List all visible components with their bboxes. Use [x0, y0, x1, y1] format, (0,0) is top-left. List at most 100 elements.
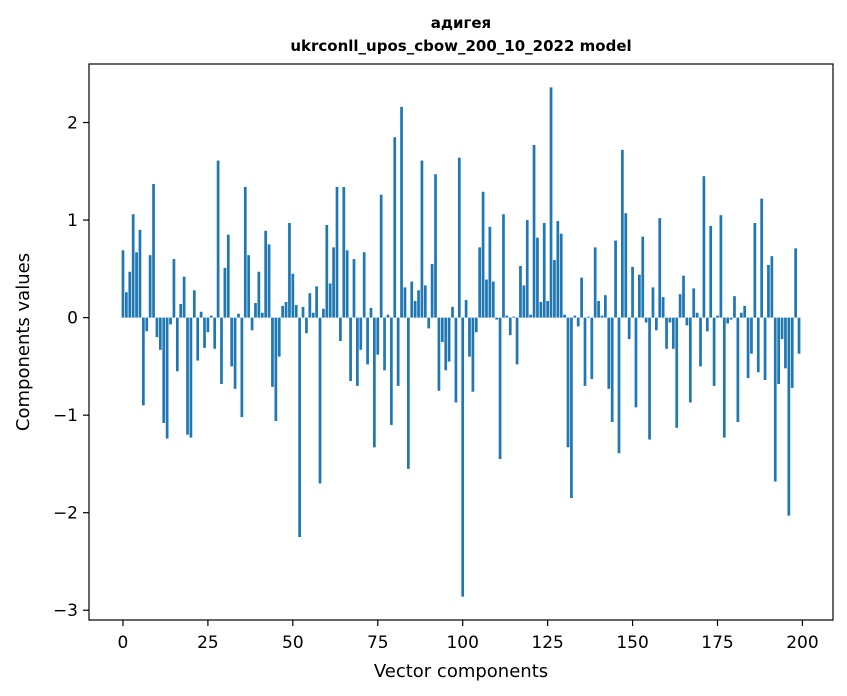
bar-74 [373, 317, 376, 448]
bar-0 [121, 250, 125, 318]
bar-189 [763, 317, 767, 381]
bar-170 [699, 317, 702, 367]
bar-13 [165, 317, 169, 439]
x-tick-label: 100 [446, 633, 478, 653]
chart-subtitle: ukrconll_upos_cbow_200_10_2022 model [290, 37, 631, 55]
bar-7 [145, 317, 149, 332]
bar-119 [525, 220, 529, 318]
bar-155 [648, 317, 651, 440]
bar-68 [352, 259, 356, 318]
bar-116 [515, 317, 519, 365]
bar-12 [162, 317, 166, 423]
bar-103 [471, 317, 475, 392]
bar-132 [570, 317, 573, 499]
bar-148 [624, 213, 628, 318]
y-tick-label: 1 [67, 211, 78, 231]
bar-4 [135, 252, 138, 318]
x-tick-label: 50 [282, 633, 304, 653]
bar-14 [169, 317, 172, 325]
bar-122 [536, 237, 539, 318]
bar-71 [362, 252, 366, 318]
bar-48 [284, 302, 288, 318]
bar-179 [729, 317, 733, 320]
bar-69 [356, 317, 359, 386]
bar-56 [311, 312, 315, 318]
bar-75 [376, 317, 380, 355]
bar-55 [308, 293, 312, 318]
bar-191 [770, 256, 774, 318]
x-tick-label: 200 [786, 633, 818, 653]
bar-166 [685, 317, 689, 326]
bar-5 [138, 229, 142, 318]
bar-77 [383, 317, 386, 371]
bar-177 [722, 317, 726, 438]
bar-18 [182, 276, 186, 318]
bar-111 [498, 317, 502, 460]
bar-6 [142, 317, 145, 406]
bar-105 [478, 247, 482, 318]
bar-171 [702, 176, 706, 318]
bar-21 [192, 290, 196, 318]
bar-150 [631, 266, 634, 318]
bar-70 [359, 317, 363, 350]
bar-57 [315, 286, 318, 318]
bar-25 [206, 317, 210, 333]
bar-113 [505, 315, 509, 318]
bar-82 [400, 106, 403, 318]
bar-175 [716, 315, 719, 318]
bar-23 [199, 311, 203, 318]
bar-164 [678, 294, 682, 318]
bar-130 [563, 314, 566, 318]
bar-134 [576, 317, 580, 327]
bar-187 [756, 317, 760, 373]
bar-94 [440, 317, 444, 342]
bar-131 [566, 317, 570, 448]
bar-61 [328, 283, 332, 318]
bar-128 [556, 221, 560, 318]
bar-62 [332, 247, 335, 318]
bar-26 [209, 315, 213, 318]
bar-172 [705, 317, 709, 332]
bar-118 [522, 285, 526, 318]
bar-136 [583, 317, 587, 386]
bar-190 [767, 264, 770, 318]
bar-39 [254, 302, 257, 318]
bar-123 [539, 302, 543, 318]
bars-group [121, 87, 801, 597]
bar-101 [464, 300, 468, 318]
bar-173 [709, 225, 713, 318]
bar-29 [220, 317, 223, 384]
bar-138 [590, 317, 594, 380]
bar-133 [573, 315, 577, 318]
bar-44 [271, 317, 274, 387]
bar-99 [457, 157, 461, 318]
bar-127 [553, 260, 556, 318]
bar-110 [495, 317, 499, 320]
bar-24 [203, 317, 206, 348]
bar-9 [152, 183, 155, 318]
bar-83 [403, 287, 407, 318]
bar-142 [604, 295, 607, 318]
bar-52 [298, 317, 301, 538]
bar-89 [423, 285, 427, 318]
bar-22 [196, 317, 200, 361]
bar-174 [712, 317, 716, 386]
bar-45 [274, 317, 278, 422]
bar-196 [787, 317, 791, 516]
bar-153 [641, 236, 645, 318]
bar-33 [233, 317, 237, 389]
bar-64 [339, 317, 342, 342]
bar-147 [621, 149, 624, 318]
bar-97 [451, 306, 454, 318]
bar-92 [434, 174, 437, 318]
y-tick-label: 0 [67, 309, 78, 329]
x-tick-label: 75 [367, 633, 389, 653]
bar-93 [437, 317, 441, 391]
bar-198 [794, 248, 797, 318]
bar-65 [342, 186, 346, 318]
bar-109 [491, 281, 495, 318]
bar-47 [281, 305, 284, 318]
bar-183 [743, 305, 747, 318]
bar-184 [746, 317, 750, 379]
bar-59 [322, 308, 325, 318]
